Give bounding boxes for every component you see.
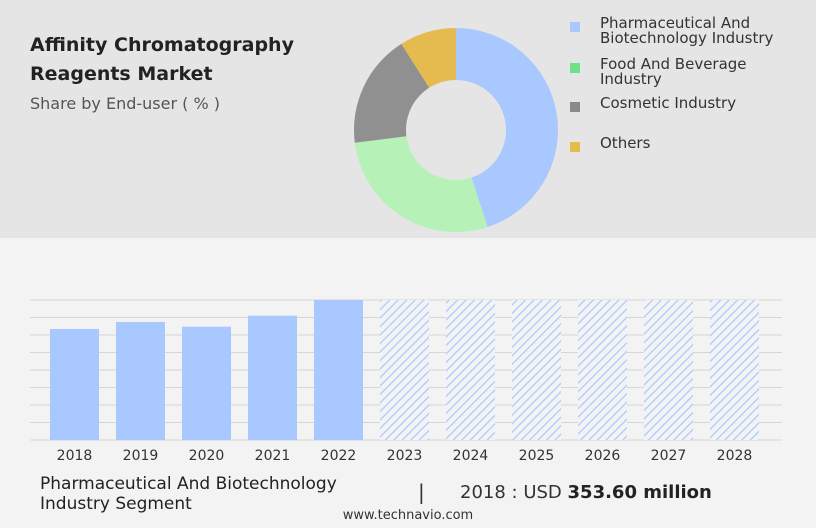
source-link[interactable]: www.technavio.com [342,508,474,523]
x-tick-label: 2021 [255,448,291,464]
footer-value-prefix: 2018 : USD [460,482,562,503]
donut-slice-1 [354,136,488,232]
x-tick-label: 2024 [453,448,489,464]
legend-label-line-1: Cosmetic Industry [600,94,737,112]
bar-2021 [248,315,297,440]
x-tick-label: 2019 [123,448,159,464]
legend-label-line-2: Industry [600,70,662,88]
chart-title: Affinity Chromatography Reagents Market [30,31,330,89]
footer-segment-line-2: Industry Segment [40,494,192,514]
footer-value-amount: 353.60 million [567,482,712,503]
legend-label: Food And Beverage Industry [600,57,810,87]
donut-chart [354,28,558,232]
donut-slice-3 [401,28,456,88]
footer-separator: | [418,480,425,504]
bar-2022 [314,300,363,440]
bar-2019 [116,321,165,440]
x-tick-label: 2023 [387,448,423,464]
x-tick-label: 2022 [321,448,357,464]
forecast-bar-2023 [380,300,429,440]
legend-label: Others [600,136,810,151]
footer-segment-line-1: Pharmaceutical And Biotechnology [40,474,337,494]
forecast-bar-2026 [578,300,627,440]
title-line-1: Affinity Chromatography [30,34,294,56]
chart-subtitle: Share by End-user ( % ) [30,94,220,113]
x-tick-label: 2018 [57,448,93,464]
bar-2018 [50,329,99,440]
x-tick-label: 2027 [651,448,687,464]
donut-slice-0 [456,28,558,228]
x-tick-label: 2028 [717,448,753,464]
x-tick-label: 2025 [519,448,555,464]
legend-swatch [570,142,580,152]
legend-swatch [570,63,580,73]
x-tick-label: 2020 [189,448,225,464]
legend-swatch [570,22,580,32]
legend-label: Cosmetic Industry [600,96,810,111]
legend-swatch [570,102,580,112]
donut-slice-2 [354,43,430,143]
bar-chart: 2018 2019 2020 2021 2022 2023 2024 2025 2026 2027… [30,299,782,464]
bar-2020 [182,326,231,440]
legend-label-line-2: Biotechnology Industry [600,29,774,47]
legend-label-line-1: Others [600,134,651,152]
footer-segment-label: Pharmaceutical And Biotechnology Industr… [40,474,400,514]
x-tick-label: 2026 [585,448,621,464]
forecast-bar-2028 [710,300,759,440]
title-line-2: Reagents Market [30,63,213,85]
legend-label-line-1: Pharmaceutical And [600,14,751,32]
footer-value: 2018 : USD 353.60 million [460,482,712,503]
forecast-bar-2025 [512,300,561,440]
forecast-bar-2027 [644,300,693,440]
legend-label-line-1: Food And Beverage [600,55,747,73]
legend-label: Pharmaceutical And Biotechnology Industry [600,16,810,46]
forecast-bar-2024 [446,300,495,440]
